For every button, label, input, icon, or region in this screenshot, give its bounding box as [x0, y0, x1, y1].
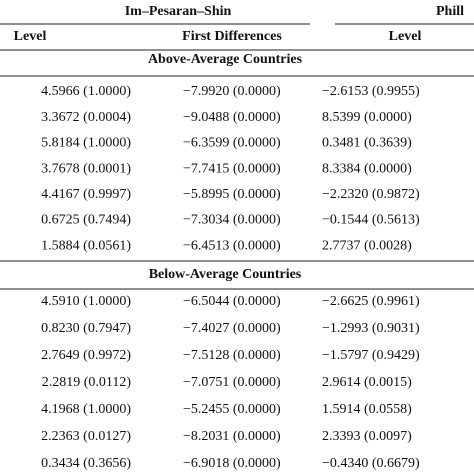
cell: 0.3434 (0.3656) — [41, 456, 131, 471]
cell: 4.1968 (1.0000) — [41, 402, 131, 417]
cell: −5.8995 (0.0000) — [183, 187, 281, 202]
cell: 4.4167 (0.9997) — [41, 187, 131, 202]
column-header: Level — [389, 29, 422, 44]
cell: −9.0488 (0.0000) — [183, 110, 281, 125]
cell: 8.5399 (0.0000) — [322, 110, 412, 125]
cell: 3.7678 (0.0001) — [41, 161, 131, 176]
cell: −7.3034 (0.0000) — [183, 213, 281, 228]
group-title: Phill — [436, 4, 464, 19]
cell: 1.5884 (0.0561) — [41, 238, 131, 253]
cell: 5.8184 (1.0000) — [41, 136, 131, 151]
cell: −7.0751 (0.0000) — [183, 375, 281, 390]
cell: 2.2819 (0.0112) — [42, 375, 132, 390]
cell: −7.5128 (0.0000) — [183, 348, 281, 363]
column-header: Level — [14, 29, 47, 44]
cell: 4.5910 (1.0000) — [41, 294, 131, 309]
cell: −6.4513 (0.0000) — [183, 238, 281, 253]
cell: −1.2993 (0.9031) — [322, 321, 420, 336]
cell: 2.7737 (0.0028) — [322, 238, 412, 253]
cell: −2.6153 (0.9955) — [322, 84, 420, 99]
cell: 4.5966 (1.0000) — [41, 84, 131, 99]
cell: −1.5797 (0.9429) — [322, 348, 420, 363]
section-title: Above-Average Countries — [148, 52, 303, 67]
column-header: First Differences — [182, 29, 282, 44]
cell: −6.3599 (0.0000) — [183, 136, 281, 151]
cell: −8.2031 (0.0000) — [183, 429, 281, 444]
cell: 2.2363 (0.0127) — [41, 429, 131, 444]
cell: −2.6625 (0.9961) — [322, 294, 420, 309]
cell: 0.6725 (0.7494) — [41, 213, 131, 228]
cell: 0.3481 (0.3639) — [322, 136, 412, 151]
cell: 8.3384 (0.0000) — [322, 161, 412, 176]
cell: 2.9614 (0.0015) — [322, 375, 412, 390]
cell: −6.9018 (0.0000) — [183, 456, 281, 471]
cell: 3.3672 (0.0004) — [41, 110, 131, 125]
cell: −5.2455 (0.0000) — [183, 402, 281, 417]
cell: −6.5044 (0.0000) — [183, 294, 281, 309]
cell: −2.2320 (0.9872) — [322, 187, 420, 202]
cell: −7.9920 (0.0000) — [183, 84, 281, 99]
cell: −0.1544 (0.5613) — [322, 213, 420, 228]
cell: −0.4340 (0.6679) — [322, 456, 420, 471]
cell: 1.5914 (0.0558) — [322, 402, 412, 417]
cell: 0.8230 (0.7947) — [41, 321, 131, 336]
cell: −7.4027 (0.0000) — [183, 321, 281, 336]
cell: −7.7415 (0.0000) — [183, 161, 281, 176]
section-title: Below-Average Countries — [149, 267, 302, 282]
cell: 2.3393 (0.0097) — [322, 429, 412, 444]
cell: 2.7649 (0.9972) — [41, 348, 131, 363]
group-title: Im–Pesaran–Shin — [125, 4, 232, 19]
